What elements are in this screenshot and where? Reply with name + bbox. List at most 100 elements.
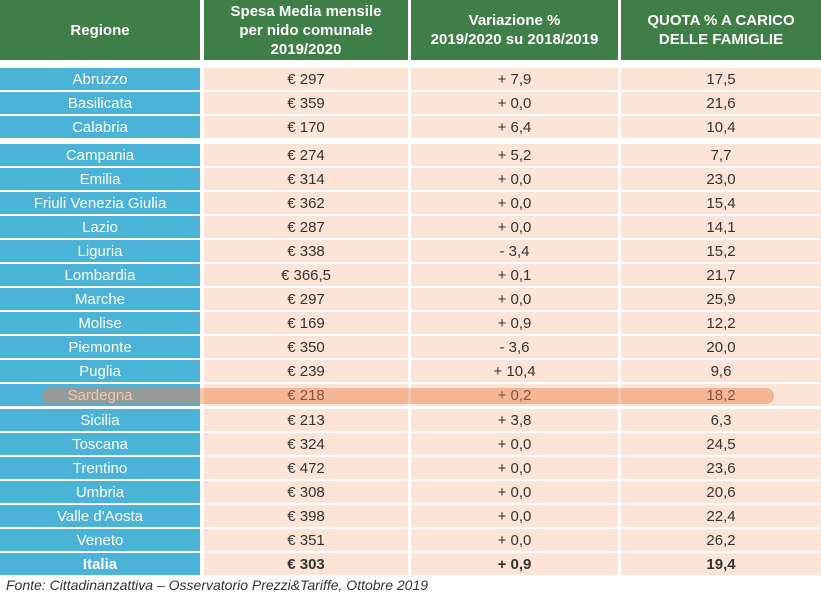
cell-spesa: € 366,5: [204, 264, 408, 286]
cell-variazione: + 10,4: [411, 360, 618, 382]
cell-variazione: + 3,8: [411, 409, 618, 431]
table-total-row: Italia € 303 + 0,9 19,4: [0, 553, 821, 575]
cell-variazione: + 6,4: [411, 116, 618, 138]
cell-variazione: + 0,9: [411, 553, 618, 575]
cell-regione: Emilia: [0, 168, 200, 190]
cell-spesa: € 351: [204, 529, 408, 551]
table-row: Valle d'Aosta € 398 + 0,0 22,4: [0, 505, 821, 527]
cell-regione: Lombardia: [0, 264, 200, 286]
cell-quota: 6,3: [621, 409, 821, 431]
cell-spesa: € 297: [204, 68, 408, 90]
cell-variazione: + 0,0: [411, 192, 618, 214]
cell-regione: Veneto: [0, 529, 200, 551]
cell-quota: 20,6: [621, 481, 821, 503]
cell-spesa: € 308: [204, 481, 408, 503]
cell-variazione: + 7,9: [411, 68, 618, 90]
cell-quota: 20,0: [621, 336, 821, 358]
table-row: Calabria € 170 + 6,4 10,4: [0, 116, 821, 138]
cell-regione: Piemonte: [0, 336, 200, 358]
table-row: Liguria € 338- 3,4 15,2: [0, 240, 821, 262]
table-row: Sicilia € 213 + 3,8 6,3: [0, 409, 821, 431]
cell-quota: 22,4: [621, 505, 821, 527]
cell-variazione: + 0,0: [411, 481, 618, 503]
cell-variazione: + 0,1: [411, 264, 618, 286]
cell-quota: 21,7: [621, 264, 821, 286]
header-spesa: Spesa Media mensile per nido comunale 20…: [204, 0, 408, 60]
cell-quota: 25,9: [621, 288, 821, 310]
cell-quota: 23,0: [621, 168, 821, 190]
cell-variazione: + 0,2: [411, 384, 618, 406]
cell-quota: 23,6: [621, 457, 821, 479]
cell-quota: 24,5: [621, 433, 821, 455]
cell-variazione: + 0,0: [411, 457, 618, 479]
table-row: Umbria € 308 + 0,0 20,6: [0, 481, 821, 503]
cell-regione: Sicilia: [0, 409, 200, 431]
cell-quota: 14,1: [621, 216, 821, 238]
header-regione: Regione: [0, 0, 200, 60]
cell-variazione: + 0,0: [411, 168, 618, 190]
cell-spesa: € 213: [204, 409, 408, 431]
cell-quota: 21,6: [621, 92, 821, 114]
table-row: Molise € 169 + 0,9 12,2: [0, 312, 821, 334]
cell-variazione: + 5,2: [411, 144, 618, 166]
cell-quota: 12,2: [621, 312, 821, 334]
cell-spesa: € 170: [204, 116, 408, 138]
highlight-marker: [42, 388, 774, 404]
cell-spesa: € 359: [204, 92, 408, 114]
header-quota: QUOTA % A CARICO DELLE FAMIGLIE: [621, 0, 821, 60]
table-row: Basilicata € 359 + 0,0 21,6: [0, 92, 821, 114]
cell-regione: Calabria: [0, 116, 200, 138]
cell-variazione: + 0,0: [411, 529, 618, 551]
cell-spesa: € 297: [204, 288, 408, 310]
table-header: Regione Spesa Media mensile per nido com…: [0, 0, 821, 60]
cell-spesa: € 314: [204, 168, 408, 190]
cell-spesa: € 324: [204, 433, 408, 455]
cell-variazione: + 0,0: [411, 216, 618, 238]
cell-regione: Sardegna: [0, 384, 200, 406]
cell-variazione: + 0,0: [411, 92, 618, 114]
cell-regione: Campania: [0, 144, 200, 166]
table-row: Marche € 297 + 0,0 25,9: [0, 288, 821, 310]
cell-regione: Umbria: [0, 481, 200, 503]
table-row: Toscana € 324 + 0,0 24,5: [0, 433, 821, 455]
cell-spesa: € 350: [204, 336, 408, 358]
cell-quota: 15,4: [621, 192, 821, 214]
cell-variazione: + 0,0: [411, 505, 618, 527]
cell-regione: Molise: [0, 312, 200, 334]
cell-quota: 10,4: [621, 116, 821, 138]
cell-quota: 7,7: [621, 144, 821, 166]
table-row: Emilia € 314 + 0,0 23,0: [0, 168, 821, 190]
table-row: Veneto € 351 + 0,0 26,2: [0, 529, 821, 551]
cell-regione: Lazio: [0, 216, 200, 238]
table-row: Abruzzo € 297 + 7,9 17,5: [0, 68, 821, 90]
cell-spesa: € 472: [204, 457, 408, 479]
cell-regione: Liguria: [0, 240, 200, 262]
cell-spesa: € 398: [204, 505, 408, 527]
cell-regione: Valle d'Aosta: [0, 505, 200, 527]
cell-quota: 17,5: [621, 68, 821, 90]
cell-regione: Abruzzo: [0, 68, 200, 90]
cell-regione: Trentino: [0, 457, 200, 479]
table-row: Lazio € 287 + 0,0 14,1: [0, 216, 821, 238]
header-variazione: Variazione % 2019/2020 su 2018/2019: [411, 0, 618, 60]
cell-regione: Puglia: [0, 360, 200, 382]
cell-spesa: € 169: [204, 312, 408, 334]
table-row: Lombardia € 366,5 + 0,1 21,7: [0, 264, 821, 286]
cell-spesa: € 303: [204, 553, 408, 575]
cell-variazione: - 3,6: [411, 336, 618, 358]
cell-variazione: + 0,0: [411, 433, 618, 455]
cell-spesa: € 274: [204, 144, 408, 166]
table-row: Friuli Venezia Giulia € 362 + 0,0 15,4: [0, 192, 821, 214]
cell-variazione: + 0,9: [411, 312, 618, 334]
cell-variazione: - 3,4: [411, 240, 618, 262]
cell-spesa: € 362: [204, 192, 408, 214]
table-row: Piemonte € 350- 3,6 20,0: [0, 336, 821, 358]
cell-regione: Toscana: [0, 433, 200, 455]
cell-spesa: € 218: [204, 384, 408, 406]
table-row: Puglia € 239 + 10,4 9,6: [0, 360, 821, 382]
cell-variazione: + 0,0: [411, 288, 618, 310]
cell-regione: Friuli Venezia Giulia: [0, 192, 200, 214]
table-row: Trentino € 472 + 0,0 23,6: [0, 457, 821, 479]
table-row: Campania € 274 + 5,2 7,7: [0, 144, 821, 166]
cell-spesa: € 239: [204, 360, 408, 382]
